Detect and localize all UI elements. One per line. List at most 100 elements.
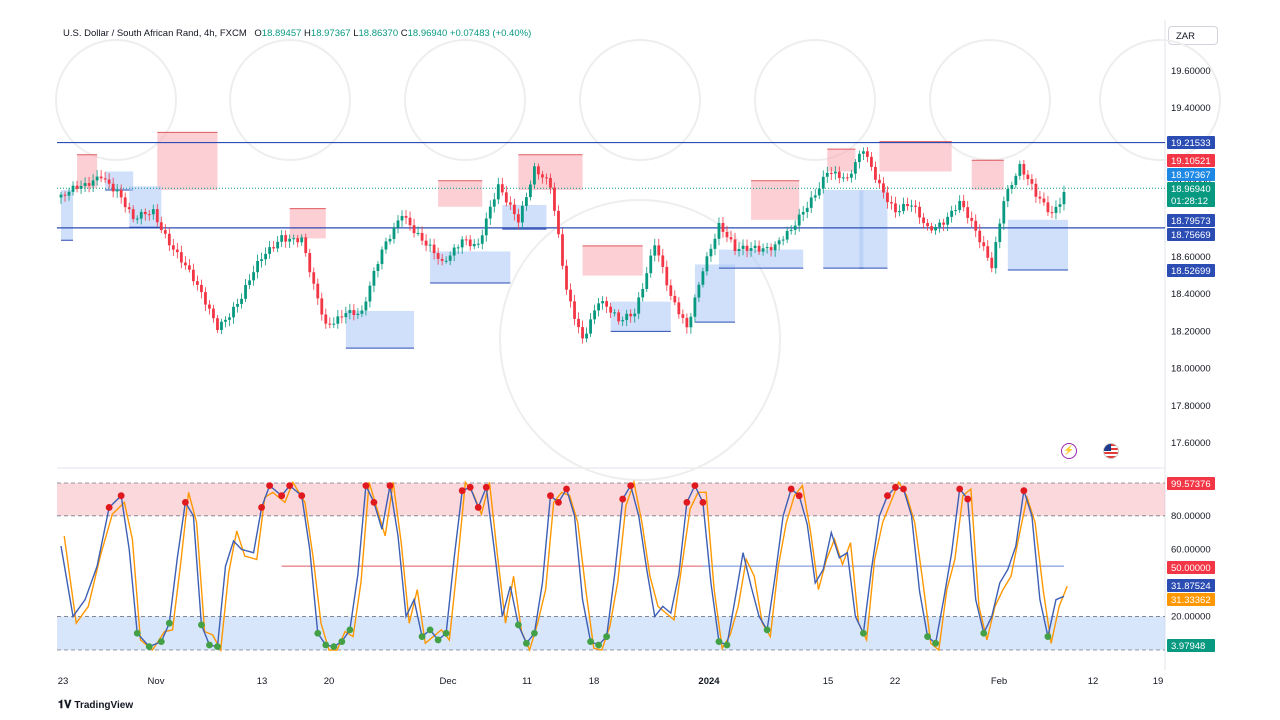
candle-body (882, 183, 885, 193)
candle-body (866, 151, 869, 157)
candle-body (135, 218, 139, 220)
candle-body (512, 204, 516, 215)
watermark-seal (55, 39, 177, 161)
candle-body (878, 179, 881, 184)
oscillator-label-text: 99.57376 (1171, 479, 1211, 490)
candle-body (364, 301, 368, 311)
candle-body (577, 318, 580, 328)
oversold-marker (157, 638, 165, 646)
currency-button[interactable]: ZAR (1168, 26, 1218, 45)
candle-body (384, 241, 388, 250)
candle-body (504, 192, 508, 203)
candle-body (922, 217, 925, 224)
candle-body (187, 265, 191, 270)
candle-body (1034, 183, 1038, 197)
time-axis-label: 13 (257, 676, 268, 687)
watermark-seal (1099, 39, 1221, 161)
candle-body (304, 237, 308, 254)
candle-body (861, 151, 865, 154)
resistance-zone (751, 180, 800, 220)
bolt-icon[interactable]: ⚡ (1061, 443, 1077, 459)
candle-body (1010, 185, 1014, 189)
overbought-marker (105, 504, 113, 511)
price-label-text: 19.10521 (1171, 156, 1211, 167)
candle-body (288, 238, 292, 242)
candle-body (1018, 164, 1022, 176)
candle-body (894, 203, 897, 213)
candle-body (1030, 179, 1034, 184)
candle-body (853, 162, 857, 174)
watermark-seal (579, 39, 701, 161)
candle-body (256, 261, 259, 273)
oversold-marker (715, 638, 723, 646)
support-zone (823, 190, 864, 269)
overbought-marker (627, 482, 635, 490)
candle-body (139, 211, 143, 219)
oversold-marker (531, 629, 538, 637)
change-value: +0.07483 (+0.40%) (449, 28, 532, 39)
candle-body (348, 310, 352, 314)
overbought-marker (482, 483, 490, 491)
candle-body (994, 242, 998, 269)
candle-body (151, 209, 155, 215)
candle-body (95, 176, 99, 181)
low-value: 18.86370 (358, 28, 399, 39)
candle-body (837, 171, 841, 179)
candle-body (613, 312, 617, 314)
oversold-marker (980, 629, 988, 637)
candle-body (212, 308, 215, 319)
candle-body (428, 244, 432, 246)
oversold-marker (595, 641, 603, 649)
candle-body (938, 222, 942, 227)
oversold-marker (426, 626, 434, 634)
candle-body (432, 244, 436, 254)
support-zone (430, 251, 511, 284)
candle-body (1058, 204, 1062, 207)
candle-body (59, 194, 63, 198)
candle-body (617, 312, 621, 322)
candle-body (709, 248, 713, 257)
oversold-marker (145, 643, 153, 651)
candle-body (954, 210, 958, 212)
price-label-high (1167, 168, 1215, 181)
overbought-marker (699, 499, 707, 506)
candle-body (400, 215, 404, 221)
overbought-marker (181, 499, 189, 506)
price-axis-tick: 18.20000 (1171, 326, 1211, 337)
candle-body (408, 217, 412, 226)
candle-body (569, 289, 572, 302)
candle-body (737, 248, 741, 252)
candle-body (962, 200, 966, 208)
candle-body (589, 319, 592, 334)
candle-body (633, 313, 637, 317)
candle-body (621, 320, 625, 322)
candle-body (541, 174, 544, 178)
candle-body (817, 188, 821, 196)
candle-body (813, 195, 817, 198)
symbol-name[interactable]: U.S. Dollar / South African Rand, 4h, FX… (63, 28, 247, 39)
overbought-marker (691, 482, 699, 490)
candle-body (163, 230, 167, 234)
candle-body (248, 280, 251, 285)
oversold-marker (603, 633, 611, 640)
time-axis-label: 11 (522, 676, 532, 687)
candle-body (488, 206, 492, 219)
candle-body (496, 184, 500, 200)
candle-body (713, 238, 717, 249)
candle-body (360, 310, 364, 314)
overbought-marker (466, 483, 474, 491)
watermark-seal (499, 199, 781, 481)
candle-body (777, 240, 781, 245)
oversold-marker (763, 626, 771, 634)
candle-body (946, 216, 950, 225)
us-flag-icon[interactable] (1103, 443, 1119, 459)
candle-body (183, 262, 187, 266)
candle-body (1002, 201, 1006, 224)
candle-body (657, 245, 661, 256)
candle-body (308, 253, 312, 273)
candle-body (272, 247, 276, 249)
candle-body (476, 243, 480, 245)
tradingview-brand[interactable]: 𝟏𝐕 TradingView (58, 699, 133, 712)
candle-body (801, 211, 805, 215)
